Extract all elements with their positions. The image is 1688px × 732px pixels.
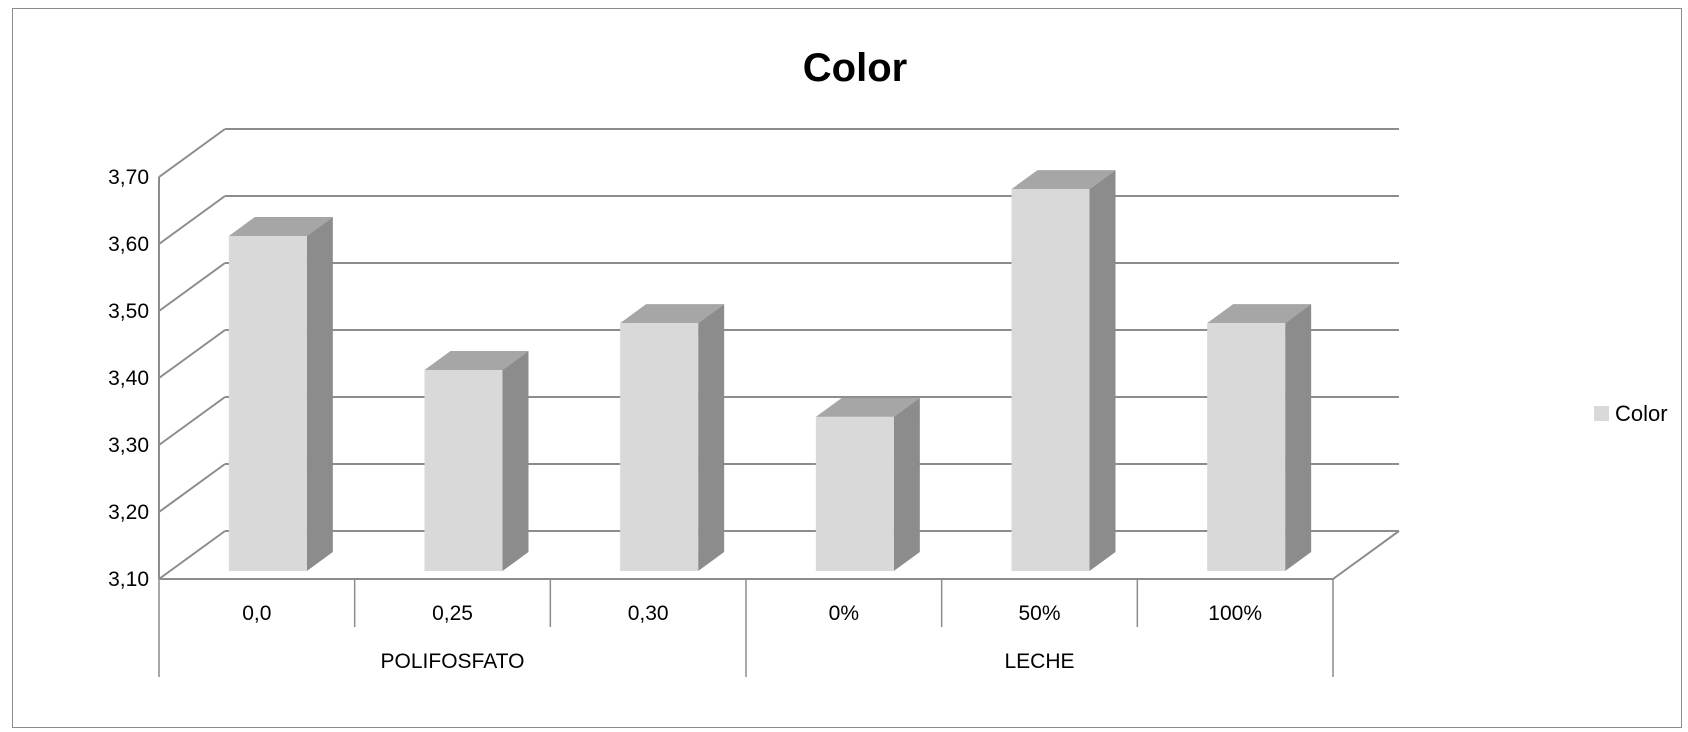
- legend-label: Color: [1615, 401, 1668, 426]
- bar-front-face: [1011, 189, 1090, 571]
- gridline-diagonal: [158, 396, 226, 446]
- gridline-diagonal: [158, 262, 226, 312]
- y-tick-label: 3,10: [108, 568, 149, 591]
- y-tick-label: 3,40: [108, 367, 149, 390]
- bar-side-face: [1285, 304, 1312, 571]
- gridline-diagonal: [158, 128, 226, 178]
- bar: [1207, 304, 1312, 571]
- gridline-diagonal: [158, 195, 226, 245]
- x-tick-label: 0%: [829, 602, 859, 625]
- y-tick-label: 3,70: [108, 166, 149, 189]
- group-label: POLIFOSFATO: [381, 650, 525, 673]
- bar-top-face: [1011, 170, 1116, 190]
- y-tick-label: 3,60: [108, 233, 149, 256]
- floor-left-edge: [158, 530, 226, 580]
- y-tick-label: 3,20: [108, 501, 149, 524]
- x-tick-label: 50%: [1018, 602, 1060, 625]
- legend-swatch: [1594, 406, 1609, 421]
- legend: Color: [1594, 401, 1668, 426]
- x-tick-label: 100%: [1208, 602, 1262, 625]
- bar-top-face: [1207, 304, 1312, 324]
- bar-front-face: [228, 236, 307, 571]
- bar-layer: [228, 170, 1312, 571]
- label-layer: 3,10 3,20 3,30 3,40 3,50 3,60 3,70 0,0 0,25 0,30 0…: [108, 166, 1262, 673]
- bar-side-face: [893, 397, 920, 571]
- bar: [1011, 170, 1116, 571]
- x-tick-label: 0,30: [628, 602, 669, 625]
- bar-top-face: [424, 351, 529, 370]
- bar-top-face: [620, 304, 725, 324]
- bar-side-face: [698, 304, 725, 571]
- x-tick-label: 0,25: [432, 602, 473, 625]
- bar-front-face: [1207, 323, 1286, 571]
- bar: [815, 397, 920, 571]
- grid-layer: [158, 128, 1399, 513]
- bar-top-face: [815, 397, 920, 417]
- floor-right-edge: [1332, 530, 1400, 580]
- bar-front-face: [815, 416, 894, 571]
- bar: [228, 217, 333, 571]
- bar: [424, 351, 529, 571]
- gridline-diagonal: [158, 463, 226, 513]
- group-label: LECHE: [1004, 650, 1074, 673]
- bar-top-face: [228, 217, 333, 236]
- bar: [620, 304, 725, 571]
- chart-title: Color: [803, 46, 907, 90]
- chart-area: Color 3,10 3,20 3,30 3,40 3,50 3,60 3,70 0,0 0,2…: [12, 8, 1682, 728]
- axis-layer: [158, 177, 1400, 677]
- x-tick-label: 0,0: [242, 602, 271, 625]
- y-tick-label: 3,50: [108, 300, 149, 323]
- gridline-diagonal: [158, 329, 226, 379]
- chart-svg: Color 3,10 3,20 3,30 3,40 3,50 3,60 3,70 0,0 0,2…: [108, 46, 1668, 677]
- bar-side-face: [1089, 170, 1116, 571]
- bar-side-face: [306, 217, 333, 571]
- bar-front-face: [620, 323, 699, 571]
- bar-front-face: [424, 370, 503, 571]
- y-tick-label: 3,30: [108, 434, 149, 457]
- bar-side-face: [502, 351, 529, 571]
